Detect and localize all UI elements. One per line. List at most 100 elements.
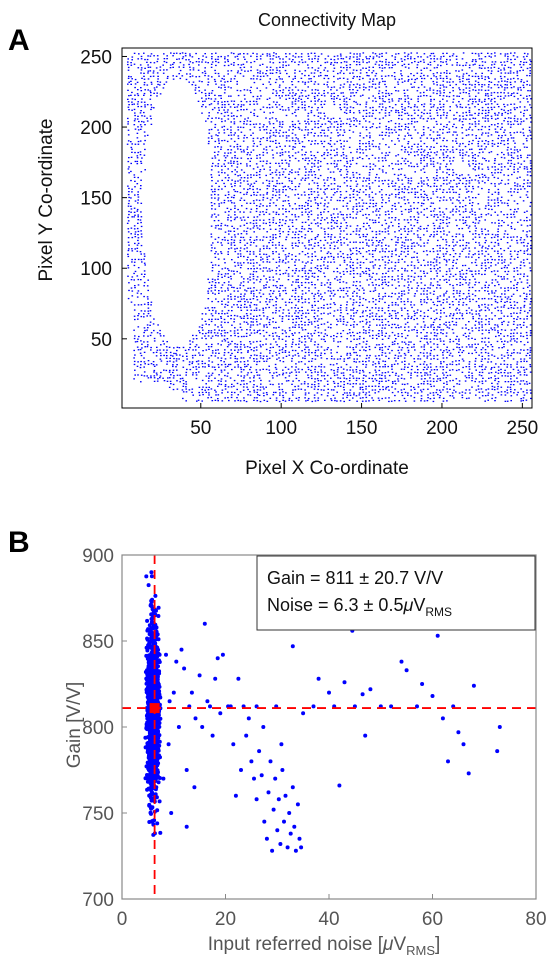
connectivity-point <box>243 262 245 264</box>
connectivity-point <box>275 237 277 239</box>
connectivity-point <box>307 204 309 207</box>
connectivity-point <box>133 124 136 126</box>
connectivity-point <box>375 231 378 233</box>
connectivity-point <box>285 346 287 348</box>
connectivity-point <box>368 177 370 179</box>
connectivity-point <box>349 106 352 108</box>
connectivity-point <box>153 375 156 377</box>
connectivity-point <box>255 245 258 247</box>
connectivity-point <box>178 73 180 75</box>
connectivity-point <box>404 318 406 320</box>
connectivity-point <box>153 329 155 332</box>
connectivity-point <box>342 256 345 259</box>
connectivity-point <box>243 377 245 379</box>
connectivity-point <box>358 58 361 60</box>
connectivity-point <box>382 239 384 241</box>
connectivity-point <box>194 84 197 86</box>
connectivity-point <box>339 233 342 235</box>
connectivity-point <box>314 366 317 368</box>
connectivity-point <box>372 80 374 82</box>
connectivity-point <box>345 222 348 224</box>
connectivity-point <box>176 388 179 390</box>
connectivity-point <box>268 182 271 185</box>
connectivity-point <box>400 307 403 309</box>
connectivity-point <box>255 349 258 351</box>
connectivity-point <box>227 103 230 106</box>
connectivity-point <box>189 340 191 342</box>
connectivity-point <box>133 357 135 359</box>
connectivity-point <box>272 111 274 114</box>
connectivity-point <box>297 315 299 318</box>
connectivity-point <box>400 301 403 303</box>
connectivity-point <box>272 92 274 94</box>
connectivity-point <box>288 252 290 255</box>
connectivity-point <box>336 163 338 165</box>
connectivity-point <box>259 289 262 291</box>
connectivity-point <box>401 241 404 243</box>
connectivity-point <box>233 230 236 232</box>
connectivity-point <box>310 267 313 269</box>
connectivity-point <box>272 321 274 323</box>
connectivity-point <box>228 177 230 179</box>
connectivity-point <box>303 383 306 385</box>
connectivity-point <box>359 140 361 142</box>
connectivity-point <box>256 58 258 60</box>
connectivity-point <box>268 293 271 295</box>
connectivity-point <box>179 77 182 80</box>
connectivity-point <box>381 78 383 80</box>
connectivity-point <box>169 357 171 359</box>
connectivity-point <box>136 208 139 211</box>
connectivity-point <box>359 252 362 255</box>
connectivity-point <box>153 365 156 367</box>
connectivity-point <box>404 236 407 238</box>
connectivity-point <box>275 222 277 224</box>
connectivity-point <box>332 194 335 196</box>
connectivity-point <box>195 344 198 346</box>
connectivity-point <box>314 159 316 162</box>
connectivity-point <box>227 315 229 317</box>
connectivity-point <box>259 400 262 403</box>
connectivity-point <box>298 324 300 326</box>
connectivity-point <box>211 270 214 272</box>
connectivity-point <box>272 221 274 224</box>
connectivity-point <box>215 298 217 300</box>
connectivity-point <box>266 355 268 357</box>
connectivity-point <box>330 95 332 97</box>
connectivity-point <box>214 140 217 143</box>
connectivity-point <box>346 321 349 323</box>
connectivity-point <box>230 216 232 218</box>
connectivity-point <box>330 123 333 125</box>
connectivity-point <box>358 63 361 66</box>
connectivity-point <box>305 171 307 173</box>
connectivity-point <box>243 171 246 174</box>
connectivity-point <box>368 329 371 331</box>
connectivity-point <box>345 324 348 326</box>
connectivity-point <box>295 377 298 380</box>
connectivity-point <box>336 140 338 143</box>
connectivity-point <box>294 69 296 71</box>
connectivity-point <box>162 377 164 379</box>
connectivity-point <box>156 95 158 97</box>
connectivity-point <box>214 98 217 100</box>
connectivity-point <box>363 292 365 294</box>
connectivity-point <box>249 187 251 190</box>
connectivity-point <box>310 340 312 342</box>
connectivity-point <box>348 357 351 359</box>
connectivity-point <box>302 145 304 148</box>
connectivity-point <box>233 332 236 334</box>
connectivity-point <box>137 315 139 317</box>
connectivity-point <box>374 63 377 65</box>
connectivity-point <box>287 200 290 202</box>
connectivity-point <box>288 163 290 165</box>
connectivity-point <box>292 341 294 343</box>
connectivity-point <box>223 92 226 94</box>
connectivity-point <box>345 363 348 366</box>
connectivity-point <box>308 171 310 173</box>
connectivity-point <box>181 52 184 54</box>
connectivity-point <box>388 397 390 399</box>
connectivity-point <box>282 200 285 202</box>
connectivity-point <box>349 233 352 235</box>
connectivity-point <box>401 394 404 397</box>
connectivity-point <box>375 315 377 317</box>
connectivity-point <box>256 208 258 210</box>
